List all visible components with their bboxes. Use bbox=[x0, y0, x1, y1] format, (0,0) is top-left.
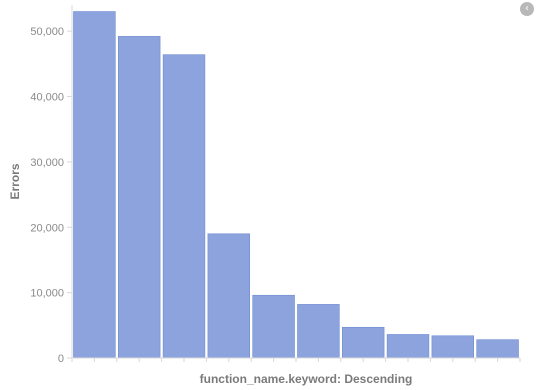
bar[interactable] bbox=[118, 36, 161, 359]
bar[interactable] bbox=[252, 294, 295, 359]
bar[interactable] bbox=[476, 339, 519, 359]
y-tick-label: 40,000 bbox=[30, 92, 64, 104]
y-tick-label: 50,000 bbox=[30, 26, 64, 38]
bar[interactable] bbox=[386, 334, 430, 359]
bar[interactable] bbox=[73, 11, 116, 359]
x-axis-title: function_name.keyword: Descending bbox=[200, 372, 413, 386]
bar[interactable] bbox=[207, 233, 250, 359]
y-tick-label: 20,000 bbox=[30, 222, 64, 234]
chevron-left-icon[interactable]: ‹ bbox=[520, 2, 534, 16]
bar[interactable] bbox=[431, 335, 474, 359]
bar[interactable] bbox=[162, 54, 206, 359]
y-tick-label: 30,000 bbox=[30, 157, 64, 169]
y-axis-title: Errors bbox=[8, 163, 22, 199]
bars bbox=[73, 11, 519, 359]
x-axis bbox=[71, 357, 521, 362]
y-tick-label: 0 bbox=[58, 353, 64, 365]
y-tick-label: 10,000 bbox=[30, 288, 64, 300]
bar[interactable] bbox=[341, 326, 385, 359]
bar[interactable] bbox=[297, 304, 340, 359]
y-axis: 0 10,000 20,000 30,000 40,000 50,000 bbox=[30, 5, 73, 365]
